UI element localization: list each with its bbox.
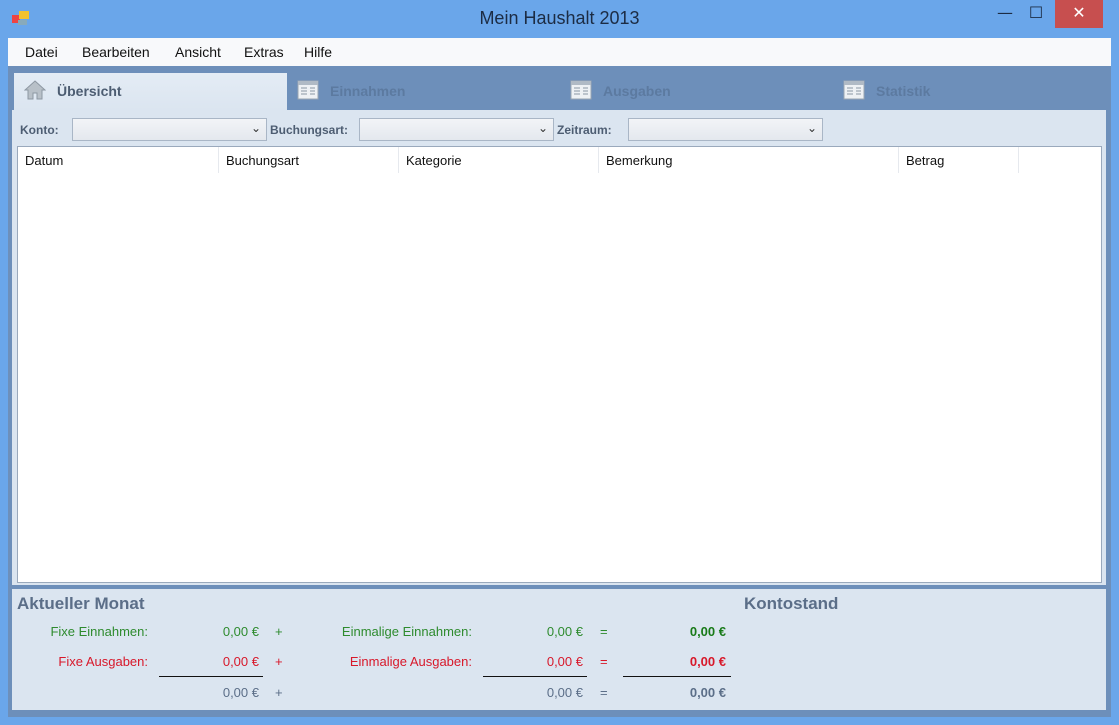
konto-label: Konto: bbox=[20, 123, 59, 137]
fixe-ausgaben-value: 0,00 € bbox=[222, 654, 259, 669]
window-title: Mein Haushalt 2013 bbox=[479, 8, 640, 28]
chevron-down-icon: ⌄ bbox=[537, 121, 548, 135]
einmalige-ausgaben-value: 0,00 € bbox=[546, 654, 583, 669]
tab-uebersicht[interactable]: Übersicht bbox=[14, 73, 287, 110]
tab-statistik[interactable]: Statistik bbox=[833, 73, 1106, 110]
app-icon bbox=[12, 11, 29, 25]
zeitraum-label: Zeitraum: bbox=[557, 123, 612, 137]
menu-hilfe[interactable]: Hilfe bbox=[304, 44, 333, 60]
plus-sign: + bbox=[275, 624, 283, 639]
tab-einnahmen[interactable]: Einnahmen bbox=[287, 73, 560, 110]
einmalige-summe: 0,00 € bbox=[546, 685, 583, 700]
fixe-summe: 0,00 € bbox=[222, 685, 259, 700]
minimize-button[interactable]: — bbox=[997, 3, 1013, 22]
konto-select[interactable]: ⌄ bbox=[72, 118, 267, 141]
table-icon bbox=[843, 80, 865, 100]
summary-panel: Aktueller Monat Kontostand Fixe Einnahme… bbox=[12, 589, 1106, 710]
buchungsart-label: Buchungsart: bbox=[270, 123, 348, 137]
title-bar: Mein Haushalt 2013 — ☐ ✕ bbox=[0, 0, 1119, 38]
summary-title: Aktueller Monat bbox=[17, 594, 145, 613]
tab-ausgaben[interactable]: Ausgaben bbox=[560, 73, 833, 110]
menu-ansicht[interactable]: Ansicht bbox=[175, 44, 221, 60]
menu-extras[interactable]: Extras bbox=[244, 44, 284, 60]
table-icon bbox=[570, 80, 592, 100]
einmalige-ausgaben-label: Einmalige Ausgaben: bbox=[349, 654, 472, 669]
buchungsart-select[interactable]: ⌄ bbox=[359, 118, 554, 141]
plus-sign: + bbox=[275, 685, 283, 700]
einmalige-einnahmen-label: Einmalige Einnahmen: bbox=[341, 624, 472, 639]
einmalige-einnahmen-value: 0,00 € bbox=[546, 624, 583, 639]
fixe-ausgaben-label: Fixe Ausgaben: bbox=[58, 654, 148, 669]
equals-sign: = bbox=[600, 685, 608, 700]
column-header-betrag[interactable]: Betrag bbox=[899, 147, 1019, 173]
sum-line bbox=[159, 676, 263, 677]
plus-sign: + bbox=[275, 654, 283, 669]
home-icon bbox=[24, 80, 46, 100]
client-area: Übersicht Einnahmen Ausgaben Statistik K… bbox=[8, 66, 1111, 717]
kontostand-title: Kontostand bbox=[744, 594, 839, 613]
column-header-bemerkung[interactable]: Bemerkung bbox=[599, 147, 899, 173]
sum-line bbox=[623, 676, 731, 677]
total-einnahmen: 0,00 € bbox=[689, 624, 726, 639]
maximize-button[interactable]: ☐ bbox=[1028, 3, 1044, 22]
overview-panel: Konto: ⌄ Buchungsart: ⌄ Zeitraum: ⌄ Datu… bbox=[12, 110, 1106, 585]
table-icon bbox=[297, 80, 319, 100]
column-header-datum[interactable]: Datum bbox=[18, 147, 219, 173]
menu-bar: Datei Bearbeiten Ansicht Extras Hilfe bbox=[8, 38, 1111, 66]
chevron-down-icon: ⌄ bbox=[806, 121, 817, 135]
equals-sign: = bbox=[600, 654, 608, 669]
total-ausgaben: 0,00 € bbox=[689, 654, 726, 669]
fixe-einnahmen-value: 0,00 € bbox=[222, 624, 259, 639]
gesamt-summe: 0,00 € bbox=[689, 685, 726, 700]
equals-sign: = bbox=[600, 624, 608, 639]
fixe-einnahmen-label: Fixe Einnahmen: bbox=[50, 624, 148, 639]
close-button[interactable]: ✕ bbox=[1055, 0, 1103, 28]
column-header-buchungsart[interactable]: Buchungsart bbox=[219, 147, 399, 173]
menu-bearbeiten[interactable]: Bearbeiten bbox=[82, 44, 150, 60]
chevron-down-icon: ⌄ bbox=[250, 121, 261, 135]
zeitraum-select[interactable]: ⌄ bbox=[628, 118, 823, 141]
bookings-list[interactable]: Datum Buchungsart Kategorie Bemerkung Be… bbox=[17, 146, 1102, 583]
menu-datei[interactable]: Datei bbox=[25, 44, 58, 60]
column-header-kategorie[interactable]: Kategorie bbox=[399, 147, 599, 173]
sum-line bbox=[483, 676, 587, 677]
